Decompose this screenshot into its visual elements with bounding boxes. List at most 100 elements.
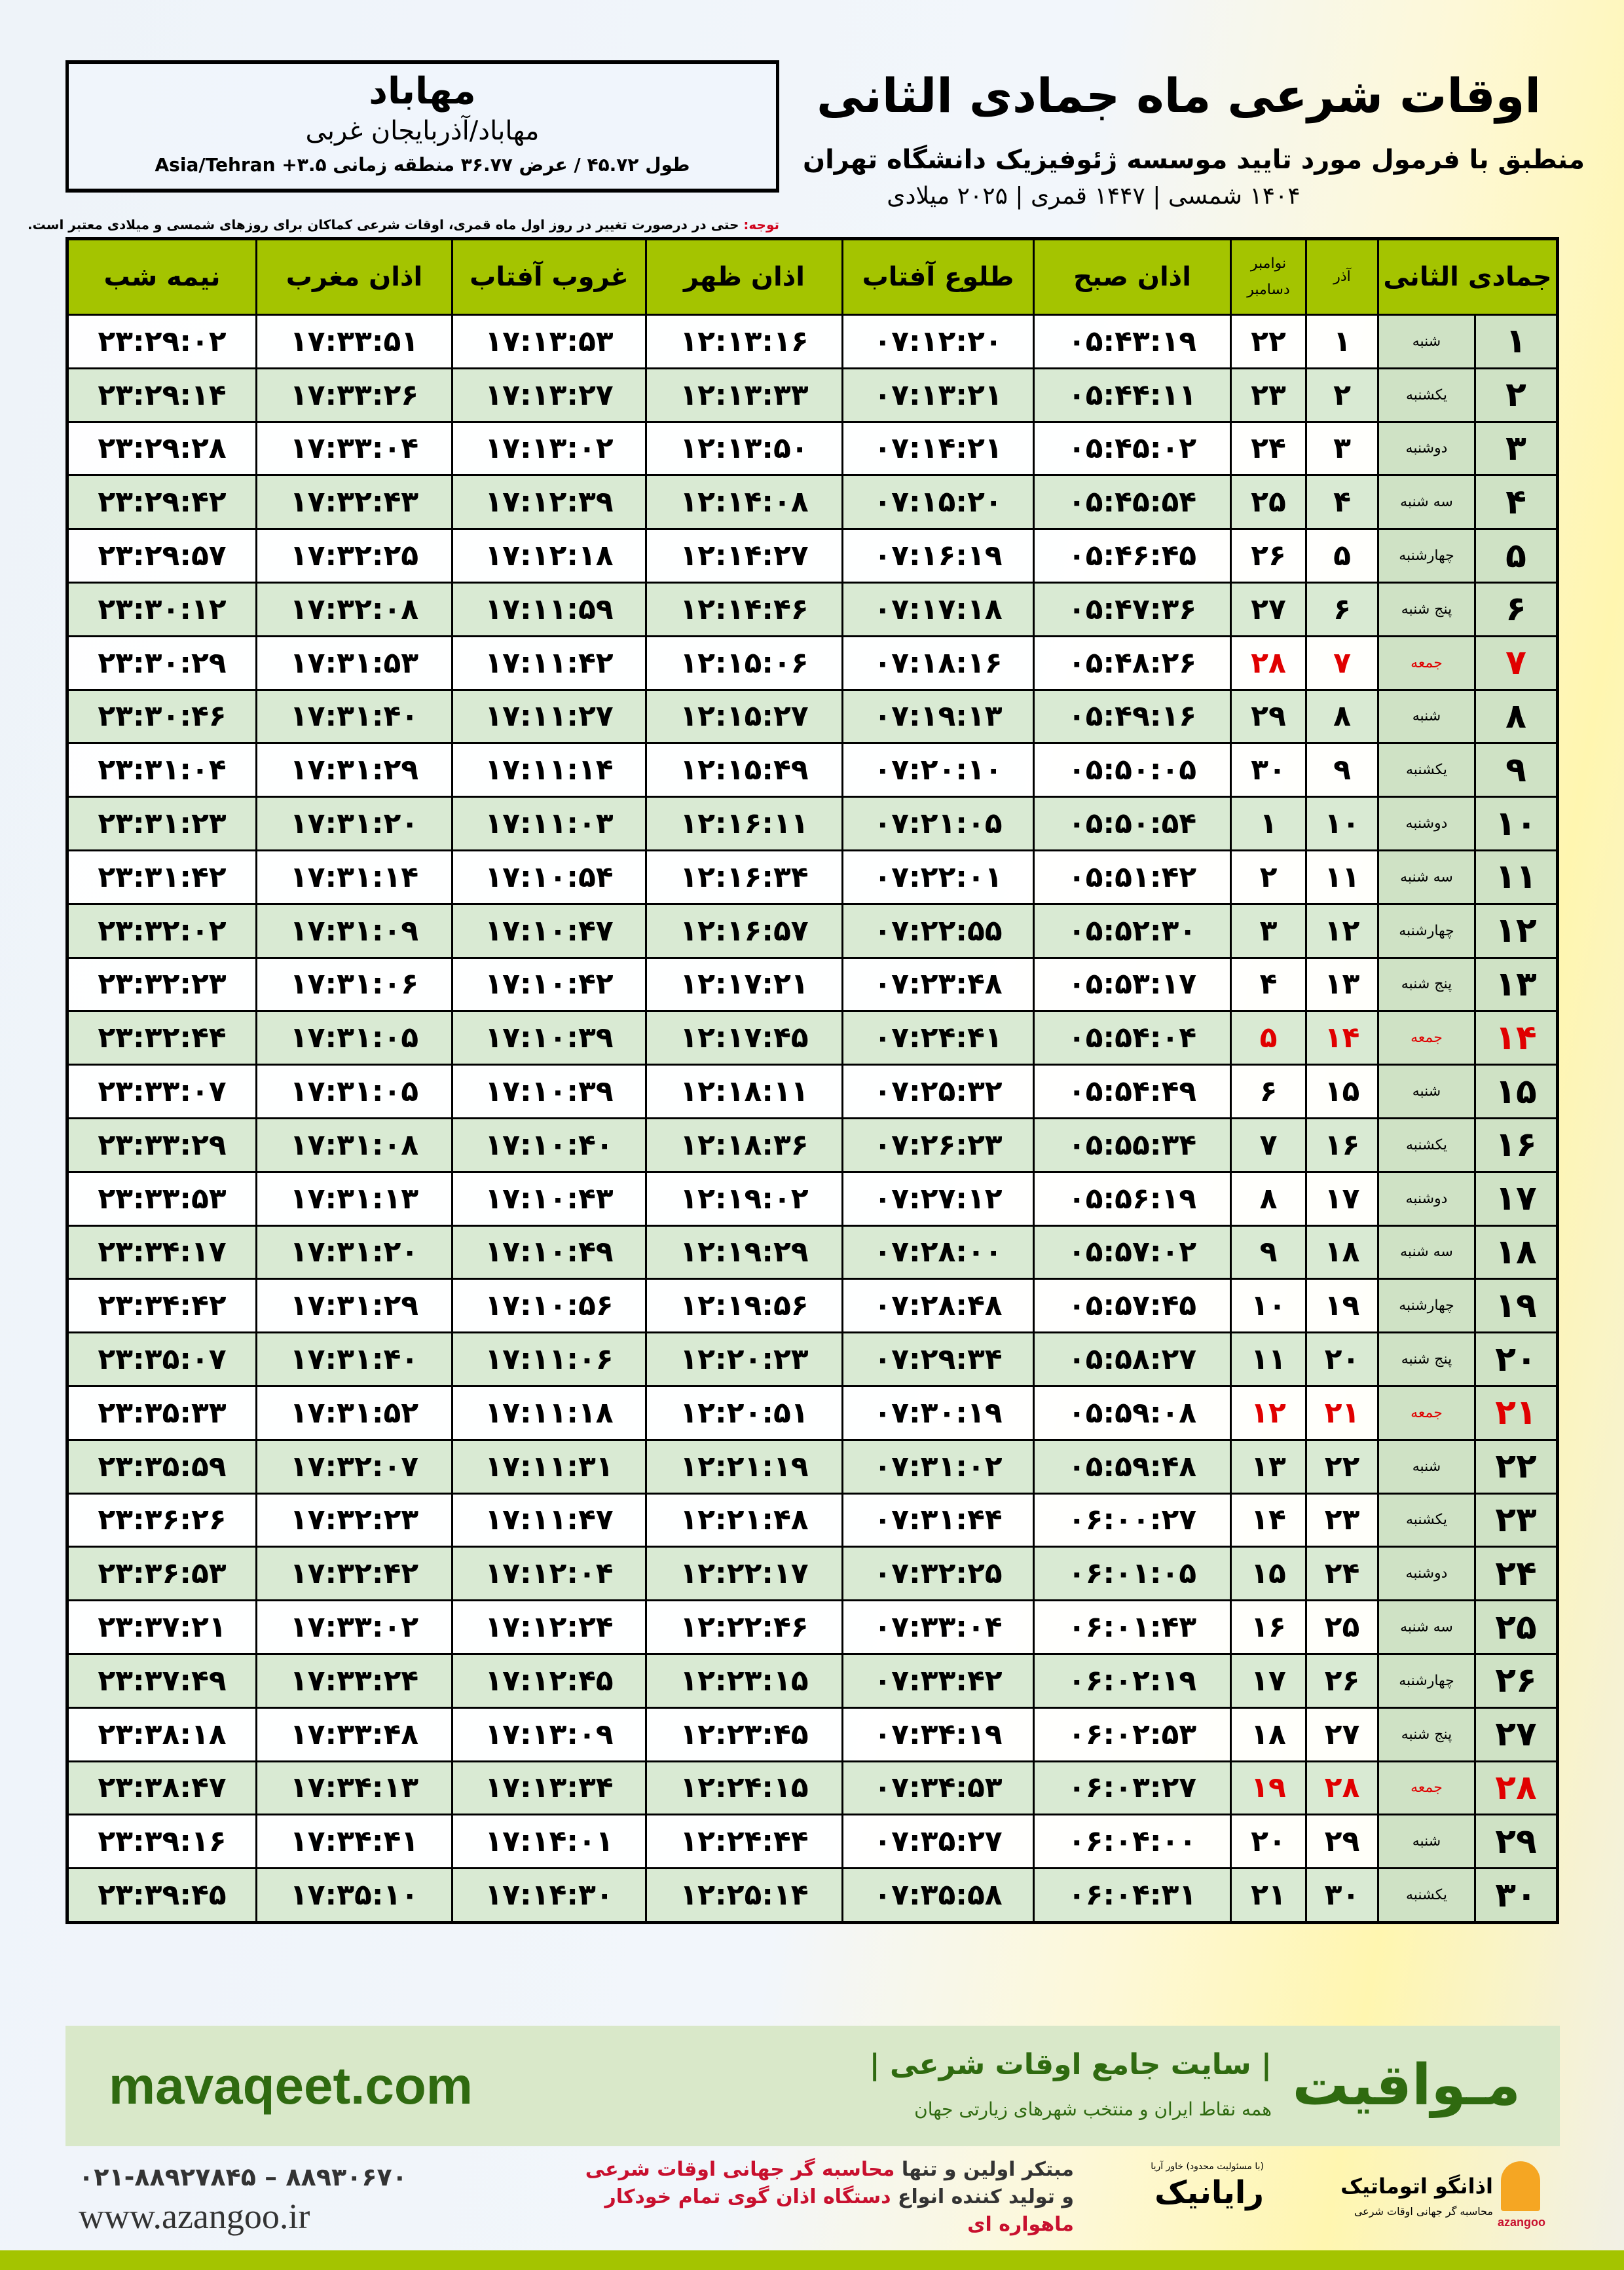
- table-row: ۱۰ دوشنبه ۱۰ ۱ ۰۵:۵۰:۵۴ ۰۷:۲۱:۰۵ ۱۲:۱۶:۱۱ ۱۷:۱۱…: [66, 796, 1559, 851]
- sunset-time: ۱۷:۱۳:۰۹: [451, 1706, 647, 1762]
- table-row: ۱۴ جمعه ۱۴ ۵ ۰۵:۵۴:۰۴ ۰۷:۲۴:۴۱ ۱۲:۱۷:۴۵ ۱۷:۱۰:۳…: [66, 1010, 1559, 1066]
- gregorian-day: ۲۵: [1230, 474, 1307, 530]
- table-row: ۲۲ شنبه ۲۲ ۱۳ ۰۵:۵۹:۴۸ ۰۷:۳۱:۰۲ ۱۲:۲۱:۱۹ ۱۷:۱۱:…: [66, 1438, 1559, 1495]
- sunrise-time: ۰۷:۱۳:۲۱: [841, 367, 1035, 423]
- azangoo-website[interactable]: www.azangoo.ir: [79, 2197, 310, 2236]
- fajr-time: ۰۵:۵۷:۴۵: [1033, 1278, 1232, 1334]
- province-name: مهاباد/آذربایجان غربی: [305, 116, 540, 146]
- azangoo-logo: اذانگو اتوماتیک محاسبه گر جهانی اوقات شر…: [1283, 2161, 1545, 2233]
- sunrise-time: ۰۷:۲۹:۳۴: [841, 1331, 1035, 1387]
- hijri-day: ۲۷: [1474, 1706, 1559, 1762]
- coordinates: طول ۴۵.۷۲ / عرض ۳۶.۷۷ منطقه زمانی ۳.۵+ A…: [155, 154, 690, 176]
- maghrib-time: ۱۷:۳۲:۰۸: [255, 581, 453, 637]
- gregorian-day: ۱۴: [1230, 1492, 1307, 1548]
- header-hijri: جمادی الثانی: [1377, 238, 1559, 316]
- sunrise-time: ۰۷:۳۳:۰۴: [841, 1599, 1035, 1655]
- shamsi-day: ۱۸: [1305, 1224, 1379, 1280]
- hijri-day: ۱۷: [1474, 1170, 1559, 1227]
- dhuhr-time: ۱۲:۲۴:۱۵: [645, 1760, 843, 1816]
- weekday: سه شنبه: [1377, 1599, 1476, 1655]
- fajr-time: ۰۵:۵۱:۴۲: [1033, 849, 1232, 905]
- sunrise-time: ۰۷:۲۵:۳۲: [841, 1064, 1035, 1119]
- gregorian-day: ۸: [1230, 1170, 1307, 1227]
- sunrise-time: ۰۷:۲۷:۱۲: [841, 1170, 1035, 1227]
- maghrib-time: ۱۷:۳۳:۰۴: [255, 420, 453, 477]
- sunrise-time: ۰۷:۲۶:۲۳: [841, 1117, 1035, 1173]
- weekday: چهارشنبه: [1377, 902, 1476, 959]
- sunset-time: ۱۷:۱۲:۱۸: [451, 528, 647, 584]
- maghrib-time: ۱۷:۳۳:۵۱: [255, 314, 453, 369]
- table-row: ۱۲ چهارشنبه ۱۲ ۳ ۰۵:۵۲:۳۰ ۰۷:۲۲:۵۵ ۱۲:۱۶:۵۷ ۱۷:…: [66, 902, 1559, 959]
- fajr-time: ۰۵:۴۳:۱۹: [1033, 314, 1232, 369]
- maghrib-time: ۱۷:۳۲:۲۳: [255, 1492, 453, 1548]
- maghrib-time: ۱۷:۳۲:۴۳: [255, 474, 453, 530]
- shamsi-day: ۱۲: [1305, 902, 1379, 959]
- gregorian-day: ۲۱: [1230, 1867, 1307, 1924]
- sunset-time: ۱۷:۱۱:۴۷: [451, 1492, 647, 1548]
- weekday: پنج شنبه: [1377, 581, 1476, 637]
- maghrib-time: ۱۷:۳۳:۲۶: [255, 367, 453, 423]
- dhuhr-time: ۱۲:۱۷:۲۱: [645, 956, 843, 1013]
- weekday: شنبه: [1377, 1438, 1476, 1495]
- table-row: ۲۵ سه شنبه ۲۵ ۱۶ ۰۶:۰۱:۴۳ ۰۷:۳۳:۰۴ ۱۲:۲۲:۴۶ ۱۷:…: [66, 1599, 1559, 1655]
- weekday: پنج شنبه: [1377, 1331, 1476, 1387]
- maghrib-time: ۱۷:۳۱:۰۵: [255, 1064, 453, 1119]
- table-row: ۲۸ جمعه ۲۸ ۱۹ ۰۶:۰۳:۲۷ ۰۷:۳۴:۵۳ ۱۲:۲۴:۱۵ ۱۷:۱۳:…: [66, 1760, 1559, 1816]
- midnight-time: ۲۳:۳۲:۰۲: [66, 902, 257, 959]
- fajr-time: ۰۵:۴۴:۱۱: [1033, 367, 1232, 423]
- midnight-time: ۲۳:۳۳:۲۹: [66, 1117, 257, 1173]
- sunset-time: ۱۷:۱۳:۵۳: [451, 314, 647, 369]
- dhuhr-time: ۱۲:۱۵:۲۷: [645, 688, 843, 745]
- table-row: ۱۵ شنبه ۱۵ ۶ ۰۵:۵۴:۴۹ ۰۷:۲۵:۳۲ ۱۲:۱۸:۱۱ ۱۷:۱۰:۳…: [66, 1064, 1559, 1119]
- table-row: ۱۶ یکشنبه ۱۶ ۷ ۰۵:۵۵:۳۴ ۰۷:۲۶:۲۳ ۱۲:۱۸:۳۶ ۱۷:۱۰…: [66, 1117, 1559, 1173]
- sunrise-time: ۰۷:۳۵:۵۸: [841, 1867, 1035, 1924]
- mavaqeet-site-link[interactable]: mavaqeet.com: [109, 2056, 473, 2115]
- prayer-times-table: جمادی الثانی آذر نوامبر دسامبر اذان صبح ط…: [65, 237, 1559, 1924]
- header-maghrib: اذان مغرب: [255, 238, 453, 316]
- dhuhr-time: ۱۲:۲۲:۴۶: [645, 1599, 843, 1655]
- maghrib-time: ۱۷:۳۱:۴۰: [255, 688, 453, 745]
- gregorian-day: ۷: [1230, 1117, 1307, 1173]
- gregorian-day: ۱۱: [1230, 1331, 1307, 1387]
- midnight-time: ۲۳:۳۹:۴۵: [66, 1867, 257, 1924]
- maghrib-time: ۱۷:۳۱:۲۹: [255, 1278, 453, 1334]
- mavaqeet-logo: مـواقیت: [1292, 2053, 1521, 2118]
- weekday: دوشنبه: [1377, 1170, 1476, 1227]
- hijri-day: ۲۶: [1474, 1652, 1559, 1709]
- sunset-time: ۱۷:۱۳:۲۷: [451, 367, 647, 423]
- dhuhr-time: ۱۲:۲۰:۵۱: [645, 1385, 843, 1441]
- fajr-time: ۰۵:۴۹:۱۶: [1033, 688, 1232, 745]
- sunrise-time: ۰۷:۲۳:۴۸: [841, 956, 1035, 1013]
- notice: توجه: حتی در درصورت تغییر در روز اول ماه…: [28, 216, 779, 233]
- weekday: دوشنبه: [1377, 420, 1476, 477]
- maghrib-time: ۱۷:۳۱:۲۹: [255, 742, 453, 798]
- hijri-day: ۹: [1474, 742, 1559, 798]
- header-fajr: اذان صبح: [1033, 238, 1232, 316]
- header-gregorian-bottom: دسامبر: [1247, 282, 1290, 298]
- maghrib-time: ۱۷:۳۱:۴۰: [255, 1331, 453, 1387]
- mosque-dome-icon: [1501, 2161, 1540, 2211]
- fajr-time: ۰۶:۰۰:۲۷: [1033, 1492, 1232, 1548]
- promo-text: مبتکر اولین و تنها محاسبه گر جهانی اوقات…: [524, 2156, 1074, 2239]
- shamsi-day: ۲۷: [1305, 1706, 1379, 1762]
- sunset-time: ۱۷:۱۲:۴۵: [451, 1652, 647, 1709]
- weekday: جمعه: [1377, 1010, 1476, 1066]
- gregorian-day: ۲۰: [1230, 1814, 1307, 1870]
- promo-line2-b: دستگاه اذان گوی تمام خودکار ماهواره ای: [604, 2186, 1074, 2236]
- weekday: جمعه: [1377, 1760, 1476, 1816]
- sunset-time: ۱۷:۱۴:۰۱: [451, 1814, 647, 1870]
- dhuhr-time: ۱۲:۱۶:۵۷: [645, 902, 843, 959]
- weekday: جمعه: [1377, 1385, 1476, 1441]
- table-row: ۲۷ پنج شنبه ۲۷ ۱۸ ۰۶:۰۲:۵۳ ۰۷:۳۴:۱۹ ۱۲:۲۳:۴۵ ۱۷…: [66, 1706, 1559, 1762]
- gregorian-day: ۱۲: [1230, 1385, 1307, 1441]
- weekday: چهارشنبه: [1377, 1652, 1476, 1709]
- weekday: سه شنبه: [1377, 1224, 1476, 1280]
- hijri-day: ۱۵: [1474, 1064, 1559, 1119]
- page-title: اوقات شرعی ماه جمادی الثانی: [816, 68, 1541, 123]
- year-line: ۱۴۰۴ شمسی | ۱۴۴۷ قمری | ۲۰۲۵ میلادی: [887, 183, 1301, 210]
- fajr-time: ۰۵:۵۷:۰۲: [1033, 1224, 1232, 1280]
- table-row: ۹ یکشنبه ۹ ۳۰ ۰۵:۵۰:۰۵ ۰۷:۲۰:۱۰ ۱۲:۱۵:۴۹ ۱۷:۱۱:…: [66, 742, 1559, 798]
- midnight-time: ۲۳:۲۹:۵۷: [66, 528, 257, 584]
- sunset-time: ۱۷:۱۳:۳۴: [451, 1760, 647, 1816]
- midnight-time: ۲۳:۳۴:۴۲: [66, 1278, 257, 1334]
